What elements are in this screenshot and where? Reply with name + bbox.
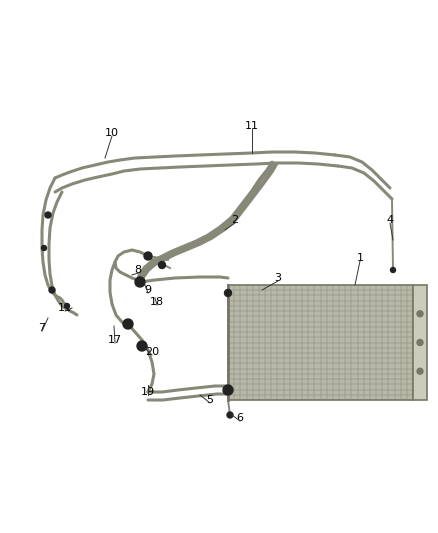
Text: 11: 11 bbox=[245, 121, 259, 131]
Bar bbox=[413, 285, 427, 400]
Text: 6: 6 bbox=[237, 413, 244, 423]
Circle shape bbox=[417, 368, 423, 374]
Text: 11: 11 bbox=[58, 303, 72, 313]
Circle shape bbox=[417, 311, 423, 317]
Text: 8: 8 bbox=[134, 265, 141, 275]
Circle shape bbox=[135, 277, 145, 287]
Circle shape bbox=[42, 246, 46, 251]
Circle shape bbox=[227, 412, 233, 418]
Text: 3: 3 bbox=[275, 273, 282, 283]
Text: 20: 20 bbox=[145, 347, 159, 357]
Circle shape bbox=[225, 289, 232, 296]
Text: 1: 1 bbox=[357, 253, 364, 263]
Bar bbox=[228, 285, 413, 400]
Circle shape bbox=[417, 340, 423, 345]
Circle shape bbox=[144, 252, 152, 260]
Circle shape bbox=[64, 303, 70, 309]
Text: 19: 19 bbox=[141, 387, 155, 397]
Circle shape bbox=[391, 268, 396, 272]
Circle shape bbox=[123, 319, 133, 329]
Text: 4: 4 bbox=[386, 215, 394, 225]
Circle shape bbox=[49, 287, 55, 293]
Text: 2: 2 bbox=[231, 215, 239, 225]
Text: 9: 9 bbox=[145, 285, 152, 295]
Text: 5: 5 bbox=[206, 395, 213, 405]
Text: 7: 7 bbox=[39, 323, 46, 333]
Circle shape bbox=[137, 341, 147, 351]
Circle shape bbox=[159, 262, 166, 269]
Circle shape bbox=[45, 212, 51, 218]
Circle shape bbox=[223, 385, 233, 395]
Text: 18: 18 bbox=[150, 297, 164, 307]
Text: 17: 17 bbox=[108, 335, 122, 345]
Text: 10: 10 bbox=[105, 128, 119, 138]
